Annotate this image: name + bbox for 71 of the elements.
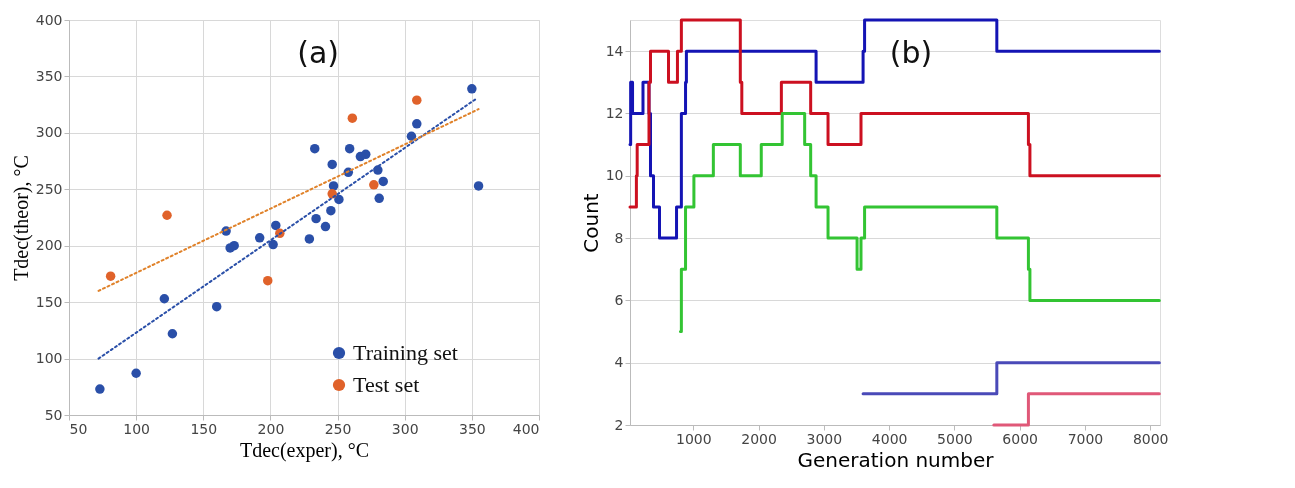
x-tick-label: 7000 — [1067, 430, 1104, 447]
y-tick-label: 200 — [35, 237, 63, 254]
x-tick-label: 50 — [69, 420, 88, 437]
point — [373, 165, 383, 175]
y-tick-label: 2 — [614, 416, 624, 433]
point — [344, 143, 355, 154]
point — [211, 301, 222, 312]
y-tick-label: 6 — [614, 291, 624, 308]
x-tick-label: 150 — [190, 420, 218, 437]
point — [369, 180, 379, 190]
x-tick-label: 300 — [391, 420, 419, 437]
point — [229, 240, 239, 251]
x-tick-label: 250 — [324, 420, 352, 437]
x-tick-label: 100 — [123, 420, 151, 437]
x-tick-label: 350 — [458, 420, 486, 437]
y-tick-label: 8 — [614, 229, 624, 246]
y-tick-label: 100 — [35, 350, 63, 367]
x-tick-label: 5000 — [937, 430, 973, 447]
text: (b) — [889, 35, 933, 70]
point — [105, 271, 116, 281]
legend-label: Test set — [353, 372, 420, 397]
point — [412, 119, 422, 129]
y-axis-title: Count — [578, 193, 603, 253]
y-tick-label: 4 — [614, 354, 624, 371]
point — [406, 131, 417, 141]
text: (a) — [297, 35, 339, 70]
x-axis-title: Tdec(exper), °C — [239, 438, 370, 462]
point — [159, 294, 170, 304]
point — [327, 159, 337, 170]
y-tick-label: 400 — [35, 11, 63, 28]
point — [361, 149, 371, 160]
x-tick-label: 4000 — [871, 430, 908, 447]
point — [320, 221, 331, 232]
point — [310, 143, 320, 154]
point — [378, 176, 388, 187]
point — [347, 113, 358, 123]
point — [467, 84, 477, 94]
y-axis-title: Tdec(theor), °C — [9, 155, 33, 281]
point — [254, 233, 265, 243]
x-axis-title: Generation number — [797, 447, 995, 472]
point — [374, 193, 384, 204]
y-tick-label: 300 — [35, 124, 63, 141]
point — [263, 275, 273, 286]
y-tick-label: 50 — [44, 406, 63, 423]
y-tick-label: 250 — [35, 180, 63, 197]
point — [473, 181, 484, 191]
y-tick-label: 10 — [605, 167, 624, 184]
y-tick-label: 350 — [35, 67, 63, 84]
point — [326, 205, 336, 216]
point — [271, 220, 281, 231]
y-tick-label: 150 — [35, 293, 63, 310]
point — [268, 239, 278, 250]
point — [334, 194, 344, 205]
x-tick-label: 400 — [512, 420, 540, 437]
point — [95, 384, 105, 394]
y-tick-label: 14 — [605, 42, 624, 59]
x-tick-label: 1000 — [675, 430, 712, 447]
point — [167, 329, 178, 339]
point — [328, 181, 339, 191]
point — [311, 213, 321, 224]
x-tick-label: 8000 — [1132, 430, 1169, 447]
point — [162, 210, 172, 220]
point — [131, 368, 141, 378]
x-tick-label: 6000 — [1002, 430, 1038, 447]
legend-label: Training set — [353, 340, 458, 365]
x-tick-label: 200 — [257, 420, 285, 437]
point — [304, 234, 315, 244]
point — [412, 95, 422, 105]
x-tick-label: 2000 — [741, 430, 777, 447]
x-tick-label: 3000 — [806, 430, 843, 447]
y-tick-label: 12 — [605, 104, 624, 121]
